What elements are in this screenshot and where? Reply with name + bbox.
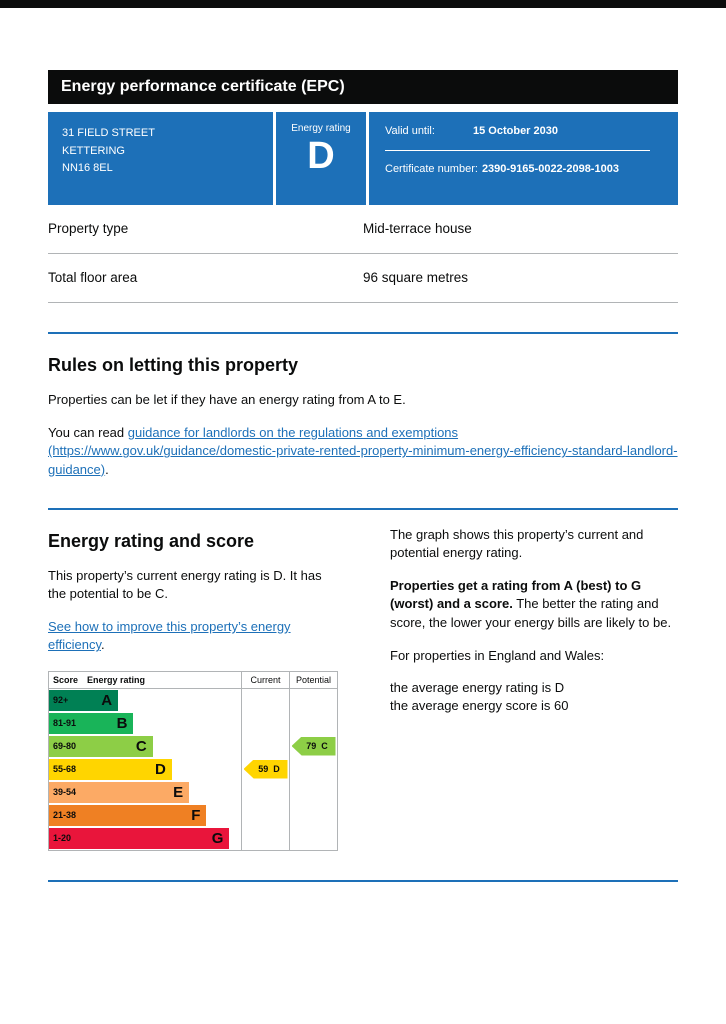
epc-band-bar-f: 21-38 F	[49, 804, 207, 826]
rating-heading: Energy rating and score	[48, 530, 255, 551]
certificate-number-label: Certificate number:	[385, 163, 478, 175]
guidance-suffix: .	[105, 461, 109, 477]
rating-explanation-rest: The better the rating and score, the low…	[390, 596, 672, 630]
epc-band-bar-g: 1-20 G	[49, 827, 230, 849]
improve-efficiency-link[interactable]: See how to improve this property’s energ…	[48, 619, 291, 653]
epc-band-row-e: 39-54 E	[49, 780, 337, 804]
rating-section: Energy rating and score This property’s …	[48, 510, 678, 851]
potential-cell-c: 79 C	[289, 734, 337, 758]
current-cell-e	[241, 780, 289, 804]
epc-band-row-a: 92+ A	[49, 688, 337, 712]
average-rating-line: the average energy rating is D	[390, 679, 565, 695]
score-column-header: Score	[53, 674, 79, 685]
section-divider	[48, 507, 678, 510]
epc-band-bar-b: 81-91 B	[49, 712, 134, 734]
banner-divider	[385, 150, 650, 151]
certificate-number: 2390-9165-0022-2098-1003	[481, 163, 619, 175]
current-cell-d: 59 D	[241, 757, 289, 781]
potential-rating-arrow: 79 C	[291, 736, 336, 756]
current-rating-paragraph: This property’s current energy rating is…	[48, 567, 322, 601]
summary-banner: 31 FIELD STREET KETTERING NN16 8EL Energ…	[48, 112, 678, 205]
epc-chart-header: Score Energy rating Current Potential	[49, 671, 337, 689]
epc-band-bar-d: 55-68 D	[49, 758, 172, 780]
address-panel: 31 FIELD STREET KETTERING NN16 8EL	[48, 112, 273, 205]
improve-paragraph: See how to improve this property’s energ…	[48, 618, 338, 654]
epc-band-row-f: 21-38 F	[49, 803, 337, 827]
energy-rating-panel: Energy rating D	[276, 112, 366, 205]
floor-area-label: Total floor area	[48, 270, 138, 285]
floor-area-row: Total floor area 96 square metres	[48, 254, 678, 303]
current-cell-f	[241, 803, 289, 827]
averages-block: the average energy rating is D the avera…	[390, 679, 678, 715]
rating-right-column: The graph shows this property’s current …	[390, 510, 678, 851]
epc-rating-chart: Score Energy rating Current Potential 92…	[48, 670, 338, 851]
rules-paragraph: Properties can be let if they have an en…	[48, 392, 406, 407]
guidance-paragraph: You can read guidance for landlords on t…	[48, 424, 678, 479]
current-cell-b	[241, 711, 289, 735]
epc-band-bar-a: 92+ A	[49, 689, 119, 711]
property-type-row: Property type Mid-terrace house	[48, 205, 678, 254]
current-rating-arrow: 59 D	[243, 759, 288, 779]
document-header: Energy performance certificate (EPC)	[48, 70, 678, 104]
current-column-header: Current	[241, 671, 289, 688]
epc-band-bar-e: 39-54 E	[49, 781, 190, 803]
rating-explanation-bold: Properties get a rating from A (best) to…	[390, 578, 642, 612]
guidance-prefix: You can read	[48, 425, 128, 441]
england-wales-line: For properties in England and Wales:	[390, 647, 605, 663]
epc-band-row-b: 81-91 B	[49, 711, 337, 735]
epc-band-bar-c: 69-80 C	[49, 735, 153, 757]
rating-explanation: Properties get a rating from A (best) to…	[390, 577, 678, 632]
epc-band-row-c: 69-80 C 79 C	[49, 734, 337, 758]
potential-cell-d	[289, 757, 337, 781]
section-divider	[48, 879, 678, 882]
landlord-guidance-link[interactable]: guidance for landlords on the regulation…	[48, 425, 678, 477]
validity-panel: Valid until: 15 October 2030 Certificate…	[369, 112, 678, 205]
address-line-2: KETTERING	[62, 144, 125, 157]
address-line-1: 31 FIELD STREET	[62, 127, 155, 139]
current-cell-a	[241, 688, 289, 712]
page-title: Energy performance certificate (EPC)	[61, 78, 345, 95]
energy-rating-column-header: Energy rating	[87, 674, 146, 685]
potential-cell-g	[289, 826, 337, 850]
graph-description: The graph shows this property’s current …	[390, 526, 644, 560]
potential-cell-e	[289, 780, 337, 804]
potential-cell-b	[289, 711, 337, 735]
potential-cell-a	[289, 688, 337, 712]
epc-band-rows: 92+ A 81-91 B 69-80 C 79 C 55-68 D 59 D 39-54 E 21-3…	[49, 688, 337, 850]
current-cell-c	[241, 734, 289, 758]
epc-band-row-d: 55-68 D 59 D	[49, 757, 337, 781]
address-line-3: NN16 8EL	[62, 162, 113, 175]
valid-until-label: Valid until:	[385, 125, 435, 137]
improve-suffix: .	[101, 637, 105, 653]
current-cell-g	[241, 826, 289, 850]
average-score-line: the average energy score is 60	[390, 698, 569, 714]
energy-rating-label: Energy rating	[291, 123, 351, 134]
potential-column-header: Potential	[289, 671, 337, 688]
property-type-label: Property type	[48, 221, 129, 236]
energy-rating-letter: D	[307, 135, 335, 177]
potential-cell-f	[289, 803, 337, 827]
valid-until-date: 15 October 2030	[473, 125, 558, 137]
property-type-value: Mid-terrace house	[363, 221, 472, 236]
rating-left-column: Energy rating and score This property’s …	[48, 510, 338, 851]
top-border-bar	[0, 0, 726, 8]
epc-band-row-g: 1-20 G	[49, 826, 337, 850]
section-divider	[48, 332, 678, 334]
floor-area-value: 96 square metres	[363, 270, 469, 285]
rules-heading: Rules on letting this property	[48, 355, 299, 375]
